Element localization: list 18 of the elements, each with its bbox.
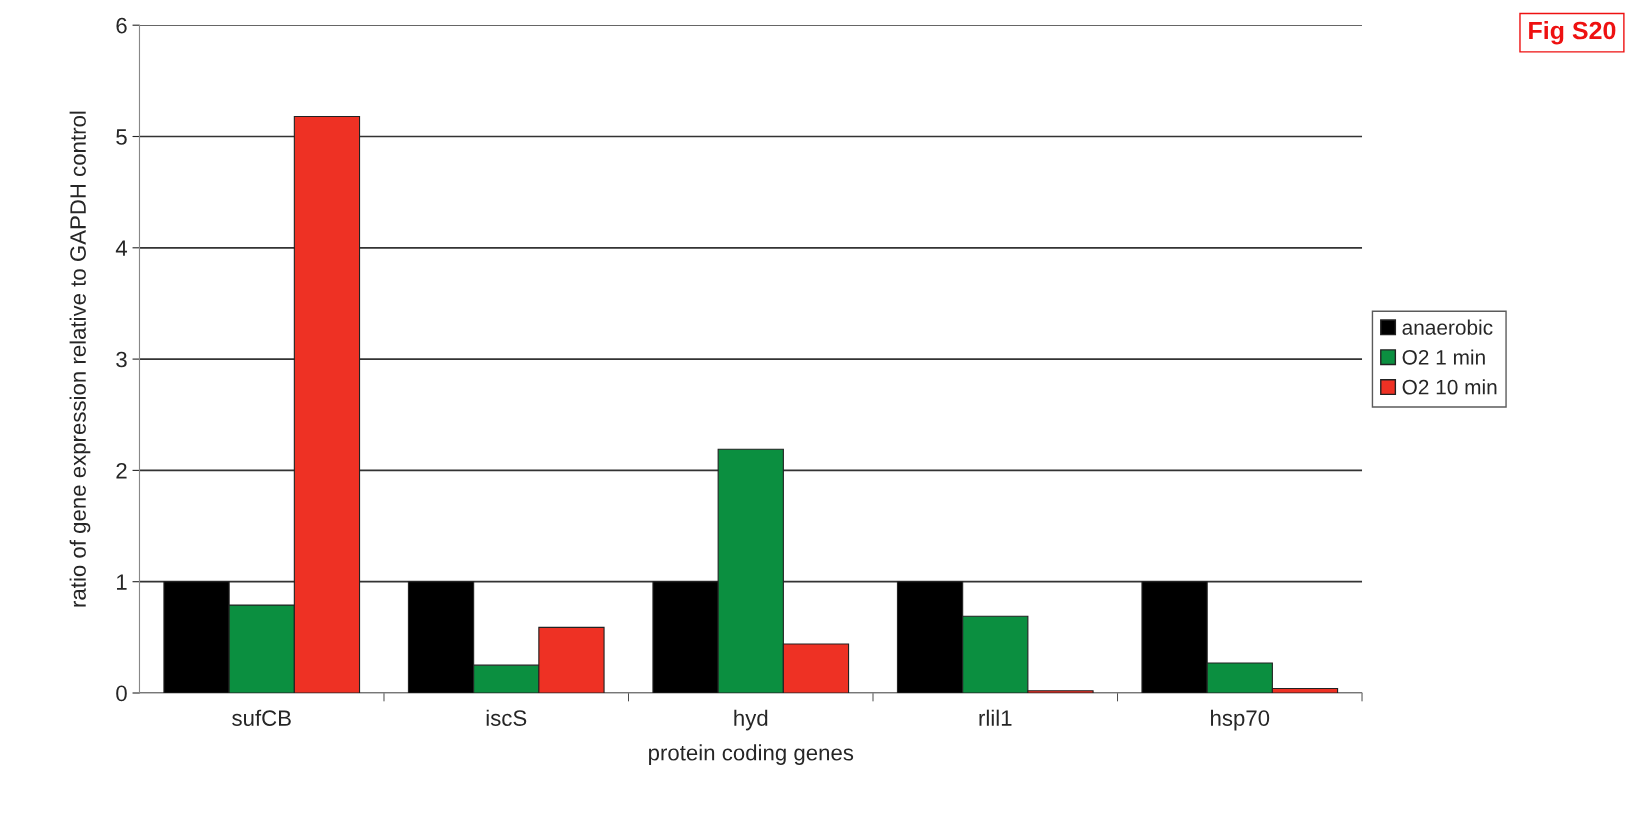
y-tick-label: 2 xyxy=(116,462,127,479)
x-tick-label: hsp70 xyxy=(1211,709,1270,731)
x-tick-label: sufCB xyxy=(232,709,291,726)
y-tick-label: 4 xyxy=(115,240,128,256)
legend-label: O2 1 min xyxy=(1402,349,1485,365)
y-tick-label: 3 xyxy=(116,351,127,368)
x-tick-label: hyd xyxy=(734,709,768,731)
x-axis-title: protein coding genes xyxy=(649,744,854,765)
caption: Fig S20 xyxy=(1529,21,1616,45)
y-axis-title: ratio of gene expression relative to GAPDH control xyxy=(69,111,91,607)
y-tick-label: 5 xyxy=(116,129,127,145)
y-tick-label: 6 xyxy=(116,17,127,34)
x-tick-label: iscS xyxy=(486,709,527,726)
legend-label: O2 10 min xyxy=(1402,379,1497,395)
y-tick-label: 0 xyxy=(116,685,127,702)
x-tick-label: rlil1 xyxy=(979,709,1012,726)
y-tick-label: 1 xyxy=(117,574,127,590)
legend-label: anaerobic xyxy=(1402,319,1493,335)
